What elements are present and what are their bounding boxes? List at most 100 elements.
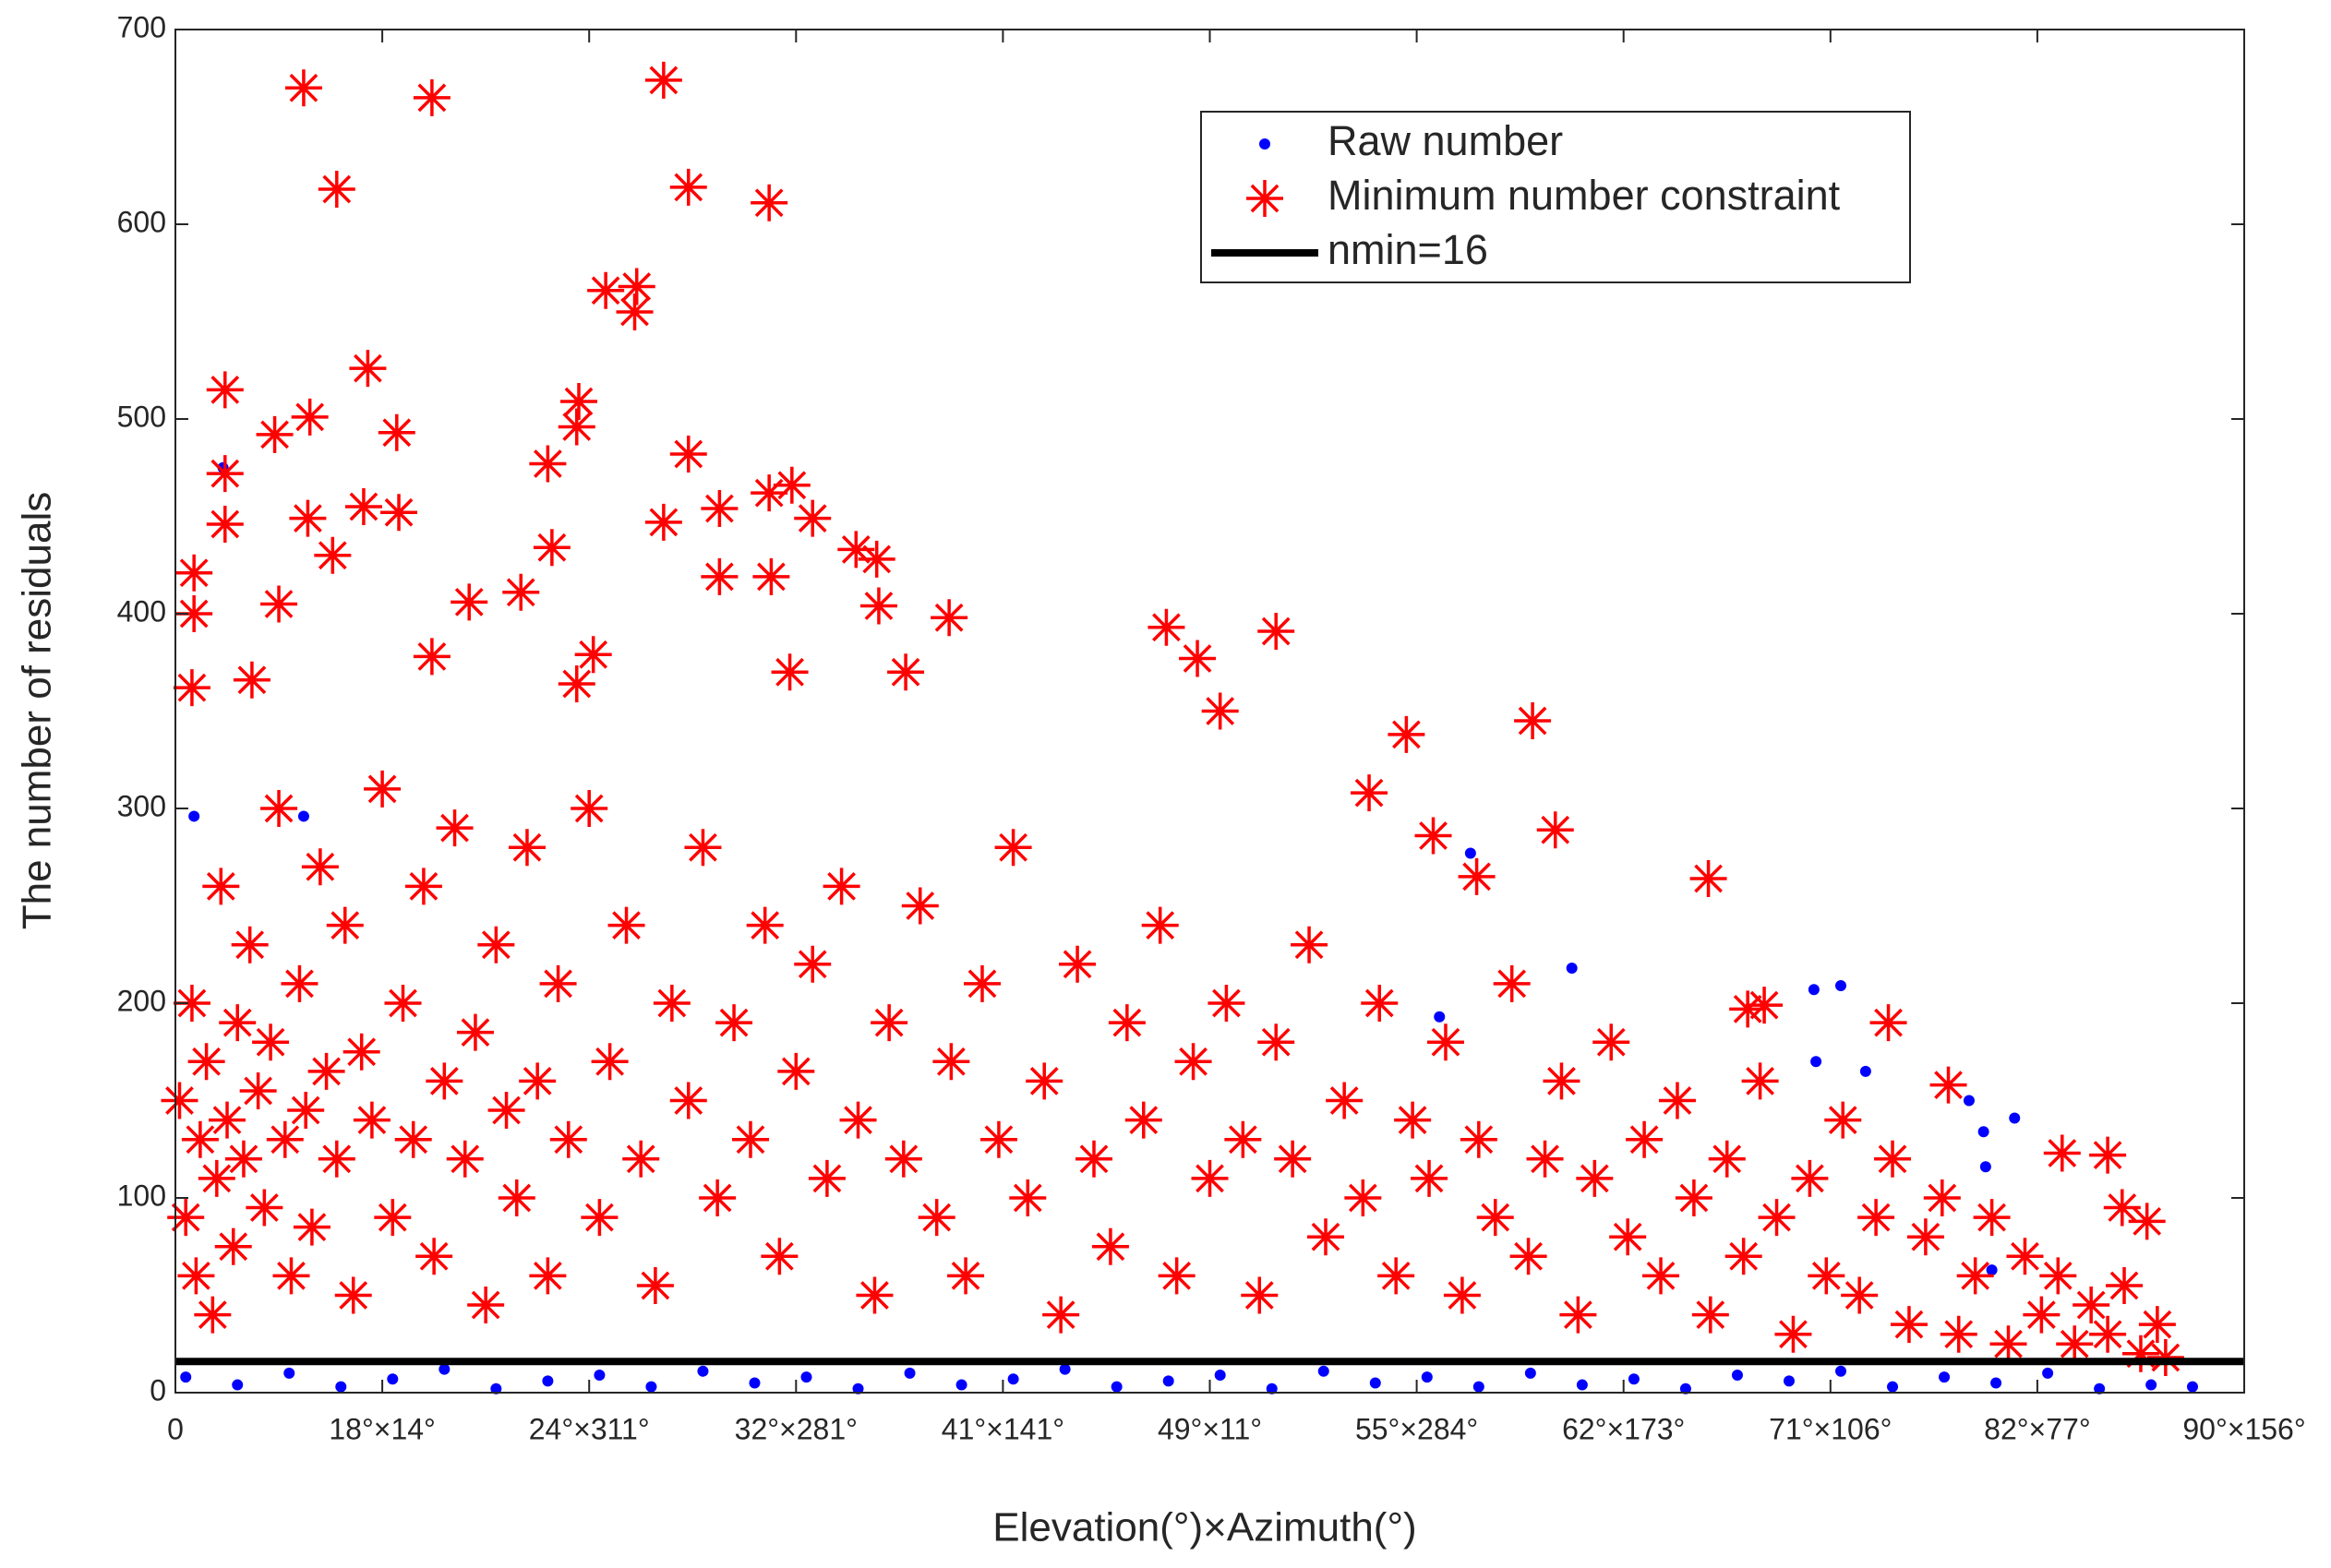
star-point (529, 1257, 567, 1295)
star-point (1536, 811, 1574, 849)
star-point (272, 1257, 310, 1295)
x-tick-label: 55°×284° (1355, 1412, 1478, 1445)
star-point (380, 494, 418, 532)
star-point (2006, 1238, 2044, 1275)
star-point (2043, 1134, 2081, 1172)
star-point (1075, 1140, 1112, 1178)
star-point (252, 1023, 290, 1061)
star-point (574, 636, 612, 674)
star-point (887, 653, 925, 691)
star-point (1929, 1066, 1967, 1104)
star-point (173, 669, 210, 707)
star-point (413, 638, 451, 676)
x-tick-label: 32°×281° (735, 1412, 858, 1445)
dot-point (1979, 1161, 1991, 1173)
dot-point (1859, 1065, 1871, 1077)
dot-point (1162, 1375, 1174, 1387)
star-point (2089, 1315, 2127, 1353)
dot-point (490, 1382, 502, 1394)
star-point (1201, 692, 1239, 730)
dot-point (1963, 1095, 1975, 1107)
star-point (206, 455, 244, 493)
star-point (2121, 1335, 2159, 1372)
x-tick-label: 71°×106° (1769, 1412, 1892, 1445)
star-point (1388, 715, 1425, 753)
dot-point (2009, 1112, 2021, 1124)
star-point (1059, 945, 1097, 983)
star-point (839, 1101, 877, 1139)
star-point (206, 371, 244, 409)
star-point (571, 790, 608, 827)
y-tick-label: 400 (117, 594, 166, 628)
star-point (1857, 1199, 1895, 1237)
star-point (498, 1179, 535, 1216)
star-point (451, 583, 488, 621)
star-point (644, 503, 682, 541)
dot-point (542, 1375, 554, 1387)
star-point (1174, 1043, 1212, 1081)
star-point (549, 1120, 587, 1158)
star-point (559, 383, 597, 421)
dot-point (800, 1371, 812, 1383)
star-point (161, 1082, 198, 1119)
star-point (1642, 1257, 1680, 1295)
dot-point (1464, 847, 1476, 859)
star-point (175, 595, 213, 632)
star-point (1741, 1062, 1779, 1100)
star-point (1326, 1082, 1364, 1119)
y-tick-label: 500 (117, 400, 166, 433)
star-point (1514, 702, 1552, 740)
star-point (214, 1227, 252, 1265)
star-point (1191, 1159, 1229, 1197)
star-point (581, 1199, 619, 1237)
dot-point (297, 810, 309, 822)
dot-point (1731, 1370, 1743, 1382)
star-point (918, 1199, 955, 1237)
star-point (219, 1004, 257, 1042)
y-tick-label: 200 (117, 984, 166, 1017)
dot-point (1524, 1367, 1536, 1379)
star-point (2056, 1325, 2094, 1363)
star-point (1774, 1315, 1812, 1353)
star-point (1874, 1140, 1912, 1178)
star-point (301, 848, 339, 886)
star-point (231, 926, 269, 964)
star-point (2073, 1287, 2110, 1324)
star-point (2023, 1296, 2061, 1334)
dot-point (2094, 1382, 2106, 1394)
star-point (198, 1159, 235, 1197)
star-point (823, 868, 860, 905)
star-point (291, 398, 329, 436)
star-point (487, 1092, 525, 1130)
star-point (1559, 1296, 1597, 1334)
star-point (618, 268, 655, 305)
dot-point (1369, 1377, 1381, 1389)
star-point (1906, 1218, 1944, 1256)
star-point (349, 350, 387, 388)
star-point (334, 1276, 372, 1314)
star-point (901, 887, 939, 925)
star-point (1724, 1238, 1762, 1275)
star-point (1124, 1101, 1162, 1139)
dot-point (335, 1381, 347, 1393)
star-point (1026, 1062, 1063, 1100)
star-point (260, 790, 298, 827)
star-point (342, 1033, 380, 1071)
dot-point (232, 1379, 244, 1391)
dot-point (1679, 1382, 1691, 1394)
dot-point (2145, 1379, 2157, 1391)
star-point (1147, 608, 1185, 646)
star-point (1344, 1179, 1382, 1216)
star-point (1973, 1199, 2011, 1237)
dot-point (1628, 1373, 1640, 1385)
star-point (508, 829, 546, 867)
x-tick-label: 18°×14° (329, 1412, 435, 1445)
legend-box (1200, 111, 1911, 283)
dot-point (2042, 1367, 2054, 1379)
plot-area (161, 61, 2244, 1394)
x-tick-label: 49°×11° (1158, 1412, 1262, 1445)
star-point (871, 1004, 908, 1042)
star-point (167, 1199, 205, 1237)
star-point (307, 1052, 345, 1090)
star-point (1592, 1023, 1630, 1061)
